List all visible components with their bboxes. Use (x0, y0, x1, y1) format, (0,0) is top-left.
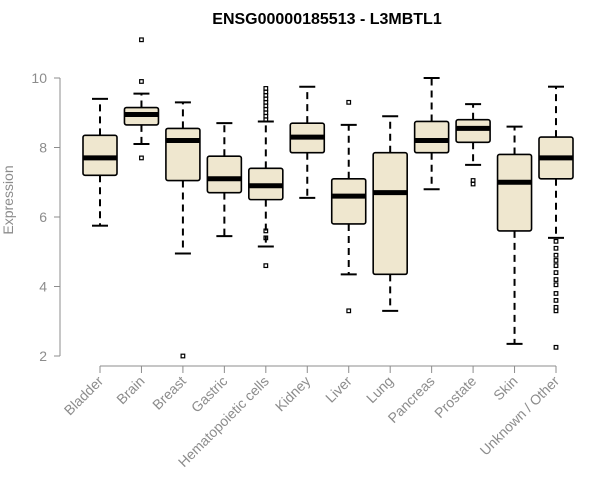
outlier-point (263, 228, 269, 234)
chart-title: ENSG00000185513 - L3MBTL1 (212, 11, 442, 28)
outlier-point (263, 235, 269, 241)
box-iqr (372, 151, 408, 276)
box-iqr (82, 134, 118, 177)
box-skin (496, 125, 533, 345)
y-axis-label: Expression (0, 165, 16, 234)
y-tick-label: 6 (39, 209, 47, 225)
outlier-point (553, 245, 559, 251)
outlier-point (553, 252, 559, 258)
outlier-point (470, 181, 476, 187)
box-breast (165, 101, 201, 359)
outlier-point (553, 298, 559, 303)
outlier-point (553, 282, 559, 288)
outlier-point (346, 308, 352, 314)
outlier-point (263, 263, 269, 269)
outlier-point (346, 99, 352, 105)
box-bladder (82, 97, 118, 227)
x-tick-label: Kidney (272, 373, 314, 415)
box-iqr (455, 118, 491, 144)
x-tick-label: Brain (113, 373, 147, 407)
box-brain (123, 37, 160, 161)
y-tick-label: 4 (39, 279, 47, 295)
x-tick-label: Prostate (431, 373, 479, 421)
outlier-point (553, 344, 559, 350)
outlier-point (553, 277, 559, 282)
x-tick-label: Lung (363, 373, 396, 406)
outlier-point (553, 270, 559, 275)
x-tick-label: Unknown / Other (477, 373, 563, 459)
y-axis: 2 4 6 8 10 (31, 70, 61, 364)
outlier-point (180, 353, 186, 359)
y-tick-label: 2 (39, 348, 47, 364)
box-group (82, 37, 574, 359)
box-pancreas (413, 77, 450, 191)
box-hematopoietic-cells (248, 86, 284, 269)
outlier-point (139, 155, 144, 161)
y-tick-label: 8 (39, 140, 47, 156)
outlier-point (139, 37, 144, 43)
x-tick-label: Liver (322, 373, 355, 406)
box-lung (372, 115, 408, 312)
box-gastric (206, 122, 243, 238)
box-iqr (496, 153, 533, 232)
outlier-point (139, 79, 144, 84)
x-tick-label: Bladder (61, 373, 107, 419)
box-prostate (455, 103, 491, 187)
x-tick-label: Breast (149, 373, 189, 413)
box-kidney (289, 85, 326, 199)
outlier-point (553, 238, 559, 244)
box-iqr (413, 120, 450, 154)
box-iqr (165, 127, 201, 182)
box-unknown-other (538, 85, 574, 350)
outlier-point (263, 117, 269, 123)
outlier-point (553, 308, 559, 314)
outlier-point (553, 258, 559, 263)
box-iqr (330, 177, 367, 225)
outlier-point (553, 263, 559, 269)
outlier-point (553, 291, 559, 296)
box-iqr (206, 155, 243, 194)
x-tick-label: Skin (490, 373, 521, 404)
box-liver (330, 99, 367, 314)
y-tick-label: 10 (31, 70, 47, 86)
